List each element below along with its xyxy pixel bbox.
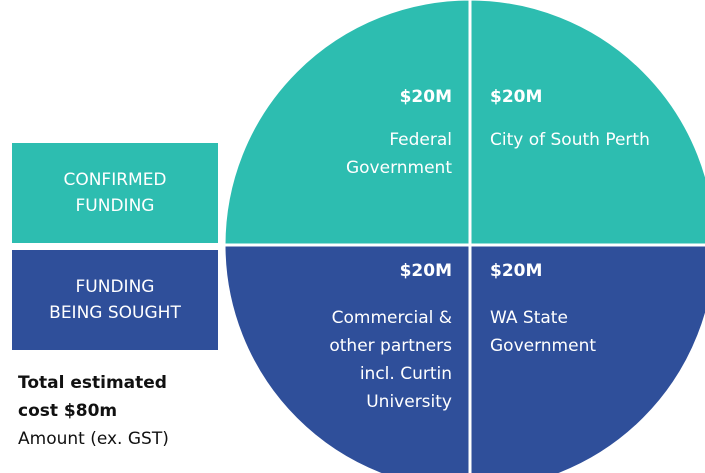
slice bbox=[468, 243, 705, 473]
note-text: Amount (ex. GST) bbox=[18, 429, 169, 449]
slice-label: Commercial & bbox=[332, 308, 452, 328]
legend-label: BEING SOUGHT bbox=[49, 303, 181, 323]
slice-label: Government bbox=[346, 158, 452, 178]
slice-label: City of South Perth bbox=[490, 130, 650, 150]
slice-label: other partners bbox=[329, 336, 452, 356]
value-label: $20M bbox=[400, 261, 452, 281]
legend-label: FUNDING bbox=[76, 196, 155, 216]
slice-label: incl. Curtin bbox=[360, 364, 452, 384]
note-bold: Total estimated bbox=[18, 373, 167, 393]
legend-box bbox=[12, 250, 218, 350]
note-bold: cost $80m bbox=[18, 401, 117, 421]
slice-label: Government bbox=[490, 336, 596, 356]
slice bbox=[222, 243, 472, 473]
legend-label: CONFIRMED bbox=[63, 170, 166, 190]
value-label: $20M bbox=[490, 87, 542, 107]
legend-box bbox=[12, 143, 218, 243]
slice bbox=[468, 0, 705, 247]
slice-label: University bbox=[366, 392, 452, 412]
value-label: $20M bbox=[490, 261, 542, 281]
slice-label: WA State bbox=[490, 308, 568, 328]
legend-label: FUNDING bbox=[76, 277, 155, 297]
value-label: $20M bbox=[400, 87, 452, 107]
slice-label: Federal bbox=[389, 130, 452, 150]
slice bbox=[222, 0, 472, 247]
